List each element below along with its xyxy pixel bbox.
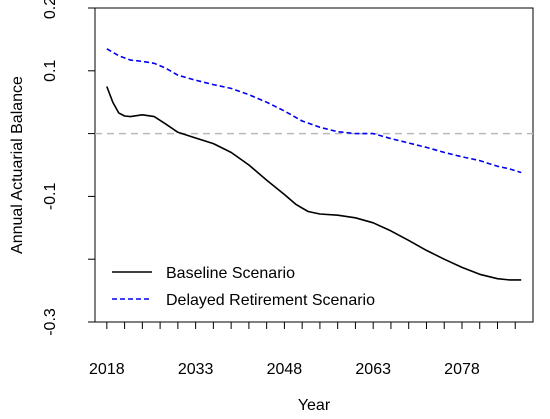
legend-label: Baseline Scenario [166, 265, 295, 282]
x-tick-label: 2063 [355, 361, 391, 378]
y-tick-label: -0.1 [42, 183, 59, 211]
series-line-delayed-retirement [106, 48, 522, 174]
x-tick-label: 2018 [89, 361, 125, 378]
y-tick-label: -0.3 [42, 308, 59, 336]
x-tick-label: 2033 [178, 361, 214, 378]
plot-frame [94, 7, 534, 323]
x-tick-label: 2048 [267, 361, 303, 378]
x-axis: 2018 2033 2048 2063 2078 [89, 322, 516, 378]
legend-label: Delayed Retirement Scenario [166, 292, 375, 309]
legend: Baseline Scenario Delayed Retirement Scen… [112, 265, 375, 309]
y-axis-title: Annual Actuarial Balance [9, 76, 26, 254]
x-tick-label: 2078 [444, 361, 480, 378]
y-tick-label: 0.2 [42, 0, 59, 19]
series-layer [106, 48, 522, 281]
series-line-baseline [106, 86, 522, 281]
y-tick-label: 0.1 [42, 60, 59, 82]
y-axis: 0.2 0.1 -0.1 -0.3 [42, 0, 95, 336]
x-axis-title: Year [298, 397, 331, 414]
